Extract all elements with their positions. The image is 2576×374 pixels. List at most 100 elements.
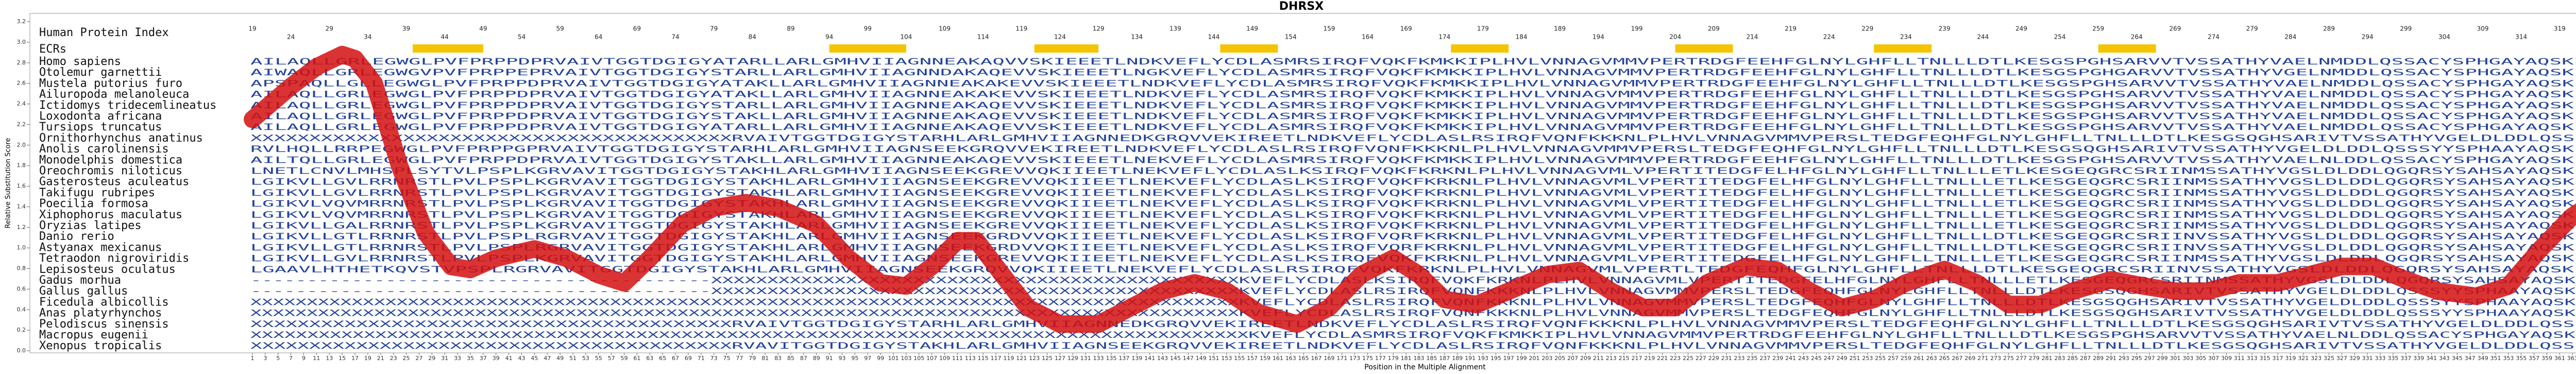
sequence: LGIKVLVQVMRRNRSTLPVLPSPLKGRVAVITGGTDGIGY…	[250, 199, 2576, 209]
y-tick-label: 0.2	[17, 327, 26, 333]
x-tick-label: 69	[685, 355, 692, 362]
x-tick-label: 9	[302, 355, 306, 362]
x-tick-label: 87	[800, 355, 807, 362]
y-tick-label: 2.8	[17, 59, 26, 66]
sequence: XXXXXXXXXXXXXXXXXXXXXXXXXXXXXXXXXXXXXXXX…	[250, 297, 2576, 307]
species-name: Lepisosteus oculatus	[39, 263, 176, 276]
human-index: 279	[2246, 25, 2258, 32]
human-index: 164	[1362, 34, 1374, 41]
human-index: 259	[2092, 25, 2104, 32]
x-tick-label: 305	[2195, 355, 2206, 362]
x-tick-label: 223	[1670, 355, 1681, 362]
x-tick-label: 53	[582, 355, 589, 362]
x-tick-label: 255	[1875, 355, 1886, 362]
human-index: 244	[1977, 34, 1989, 41]
x-tick-label: 93	[838, 355, 845, 362]
x-tick-label: 149	[1196, 355, 1207, 362]
y-tick-label: 2.2	[17, 121, 26, 127]
ecr-bar	[1874, 44, 1932, 53]
human-index: 269	[2170, 25, 2181, 32]
x-tick-label: 83	[774, 355, 782, 362]
species-name: Poecilia formosa	[39, 198, 148, 210]
x-tick-label: 231	[1721, 355, 1732, 362]
x-tick-label: 353	[2503, 355, 2514, 362]
human-index: 274	[2208, 34, 2219, 41]
x-tick-label: 23	[390, 355, 397, 362]
species-name: Pelodiscus sinensis	[39, 318, 169, 331]
human-index: 109	[939, 25, 951, 32]
x-tick-label: 133	[1093, 355, 1104, 362]
x-tick-label: 349	[2478, 355, 2488, 362]
x-tick-label: 3	[263, 355, 267, 362]
x-tick-label: 285	[2067, 355, 2078, 362]
human-index: 74	[671, 34, 679, 41]
x-tick-label: 211	[1593, 355, 1604, 362]
x-tick-label: 275	[2003, 355, 2014, 362]
x-tick-label: 33	[454, 355, 461, 362]
sequence: AILAQLLGRLEGWGLPVFPRPPDPRVAIVTGGTDGIGYST…	[250, 111, 2576, 122]
sequence: AILAQLLGRLEGWGLPVFPRPPDPRVAIVTGGTDGIGYAT…	[250, 122, 2576, 133]
x-tick-label: 289	[2093, 355, 2104, 362]
x-tick-label: 171	[1336, 355, 1347, 362]
x-axis-label: Position in the Multiple Alignment	[1364, 363, 1486, 371]
human-index: 34	[364, 34, 371, 41]
x-tick-label: 195	[1490, 355, 1501, 362]
x-tick-label: 135	[1106, 355, 1116, 362]
x-tick-label: 43	[518, 355, 525, 362]
human-index: 204	[1669, 34, 1681, 41]
human-index: 249	[2015, 25, 2027, 32]
human-index: 299	[2400, 25, 2412, 32]
human-index: 89	[787, 25, 794, 32]
x-tick-label: 65	[659, 355, 666, 362]
x-tick-label: 167	[1311, 355, 1322, 362]
species-name: Gadus morhua	[39, 274, 121, 287]
x-tick-label: 267	[1952, 355, 1963, 362]
x-tick-label: 269	[1964, 355, 1975, 362]
x-tick-label: 121	[1016, 355, 1027, 362]
y-tick-label: 2.4	[17, 101, 26, 107]
species-name: Homo sapiens	[39, 55, 121, 68]
sequence: AILAQLLGRLEGWGLPVFPRPPDPRVAIVTGGTDGIGYAT…	[250, 90, 2576, 100]
species-name: Macropus eugenii	[39, 329, 148, 342]
human-index: 214	[1746, 34, 1758, 41]
human-index: 99	[864, 25, 872, 32]
human-index: 84	[749, 34, 756, 41]
human-index: 24	[287, 34, 295, 41]
x-tick-label: 79	[749, 355, 756, 362]
x-tick-label: 313	[2247, 355, 2258, 362]
x-tick-label: 189	[1452, 355, 1463, 362]
human-index: 19	[248, 25, 256, 32]
x-tick-label: 151	[1208, 355, 1219, 362]
x-tick-label: 307	[2208, 355, 2219, 362]
species-name: Otolemur garnettii	[39, 66, 162, 79]
x-tick-label: 329	[2349, 355, 2360, 362]
x-tick-label: 71	[698, 355, 705, 362]
x-tick-label: 315	[2260, 355, 2270, 362]
x-tick-label: 117	[991, 355, 1002, 362]
x-tick-label: 357	[2529, 355, 2539, 362]
x-tick-label: 31	[441, 355, 448, 362]
human-index: 104	[900, 34, 912, 41]
x-tick-label: 1	[251, 355, 255, 362]
human-index: 64	[595, 34, 602, 41]
x-tick-label: 253	[1862, 355, 1873, 362]
x-tick-label: 39	[493, 355, 500, 362]
x-tick-label: 131	[1080, 355, 1091, 362]
x-tick-label: 25	[403, 355, 410, 362]
human-index: 219	[1785, 25, 1797, 32]
sequence: LGIKVLLGTLRRNRSTLPVLPSPLRGRVAVITGGTDGIGY…	[250, 242, 2576, 253]
x-tick-label: 257	[1888, 355, 1899, 362]
x-tick-label: 359	[2541, 355, 2552, 362]
x-tick-label: 323	[2311, 355, 2321, 362]
x-tick-label: 55	[595, 355, 602, 362]
human-index: 179	[1477, 25, 1489, 32]
x-tick-label: 259	[1901, 355, 1911, 362]
x-tick-label: 147	[1183, 355, 1194, 362]
plot-frame	[29, 13, 2576, 353]
human-index: 134	[1131, 34, 1143, 41]
x-tick-label: 325	[2324, 355, 2334, 362]
x-tick-label: 97	[864, 355, 871, 362]
human-index: 149	[1246, 25, 1258, 32]
ecr-bar	[829, 44, 906, 53]
human-index: 209	[1708, 25, 1720, 32]
